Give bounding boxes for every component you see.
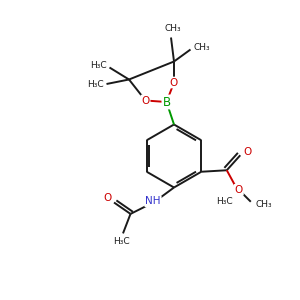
Text: B: B	[162, 95, 171, 109]
Text: NH: NH	[145, 196, 161, 206]
Text: O: O	[170, 77, 178, 88]
Text: O: O	[103, 193, 112, 203]
Text: CH₃: CH₃	[164, 24, 181, 33]
Text: H₃C: H₃C	[90, 61, 106, 70]
Text: CH₃: CH₃	[194, 43, 210, 52]
Text: H₃C: H₃C	[216, 197, 233, 206]
Text: CH₃: CH₃	[256, 200, 273, 209]
Text: O: O	[244, 147, 252, 157]
Text: O: O	[235, 185, 243, 195]
Text: O: O	[141, 95, 150, 106]
Text: H₃C: H₃C	[87, 80, 103, 88]
Text: H₃C: H₃C	[113, 237, 130, 246]
